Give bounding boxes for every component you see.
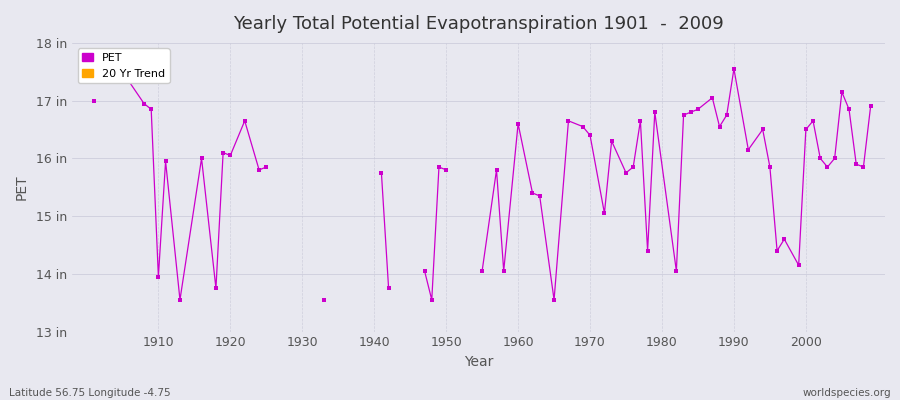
X-axis label: Year: Year — [464, 355, 493, 369]
Y-axis label: PET: PET — [15, 174, 29, 200]
Legend: PET, 20 Yr Trend: PET, 20 Yr Trend — [77, 48, 169, 83]
Title: Yearly Total Potential Evapotranspiration 1901  -  2009: Yearly Total Potential Evapotranspiratio… — [233, 15, 724, 33]
Text: Latitude 56.75 Longitude -4.75: Latitude 56.75 Longitude -4.75 — [9, 388, 171, 398]
Text: worldspecies.org: worldspecies.org — [803, 388, 891, 398]
